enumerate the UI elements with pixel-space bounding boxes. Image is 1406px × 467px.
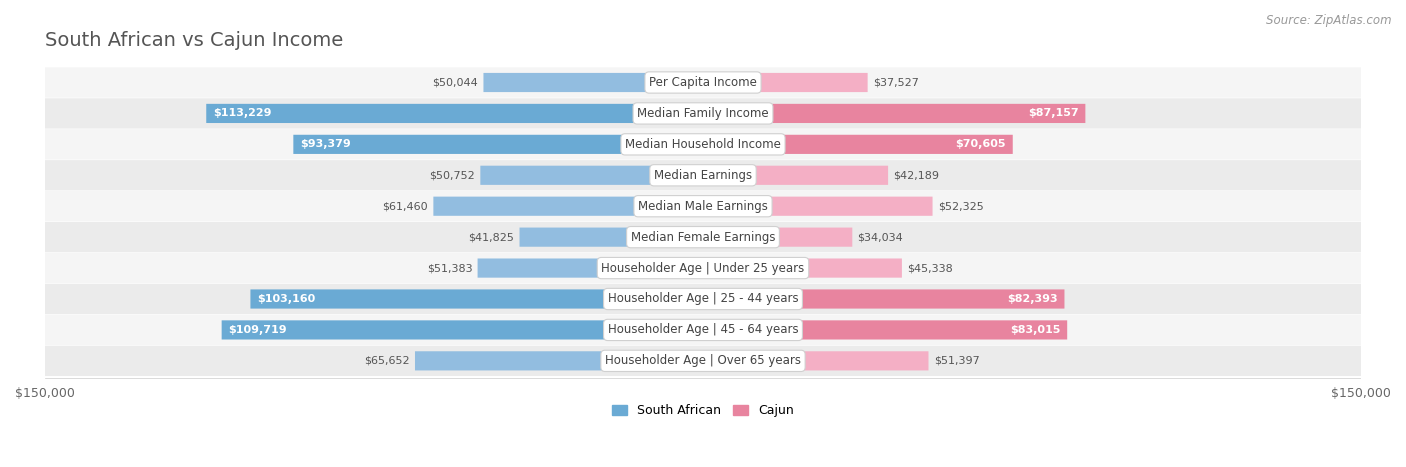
Text: $50,044: $50,044: [433, 78, 478, 87]
FancyBboxPatch shape: [45, 98, 1361, 128]
Text: $50,752: $50,752: [429, 170, 475, 180]
Text: Source: ZipAtlas.com: Source: ZipAtlas.com: [1267, 14, 1392, 27]
Text: $65,652: $65,652: [364, 356, 409, 366]
Text: $42,189: $42,189: [893, 170, 939, 180]
Text: $52,325: $52,325: [938, 201, 984, 211]
FancyBboxPatch shape: [45, 222, 1361, 252]
FancyBboxPatch shape: [478, 258, 703, 278]
Text: $51,383: $51,383: [426, 263, 472, 273]
FancyBboxPatch shape: [45, 284, 1361, 314]
Text: Householder Age | Under 25 years: Householder Age | Under 25 years: [602, 262, 804, 275]
Text: Median Household Income: Median Household Income: [626, 138, 780, 151]
FancyBboxPatch shape: [45, 253, 1361, 283]
Text: $82,393: $82,393: [1007, 294, 1057, 304]
FancyBboxPatch shape: [207, 104, 703, 123]
FancyBboxPatch shape: [222, 320, 703, 340]
FancyBboxPatch shape: [703, 135, 1012, 154]
Text: $34,034: $34,034: [858, 232, 903, 242]
FancyBboxPatch shape: [703, 258, 901, 278]
Legend: South African, Cajun: South African, Cajun: [607, 399, 799, 423]
FancyBboxPatch shape: [703, 290, 1064, 309]
FancyBboxPatch shape: [703, 320, 1067, 340]
Text: Median Earnings: Median Earnings: [654, 169, 752, 182]
Text: $109,719: $109,719: [228, 325, 287, 335]
FancyBboxPatch shape: [703, 104, 1085, 123]
FancyBboxPatch shape: [703, 73, 868, 92]
Text: $51,397: $51,397: [934, 356, 980, 366]
Text: South African vs Cajun Income: South African vs Cajun Income: [45, 31, 343, 50]
FancyBboxPatch shape: [519, 227, 703, 247]
FancyBboxPatch shape: [45, 129, 1361, 160]
FancyBboxPatch shape: [415, 351, 703, 370]
FancyBboxPatch shape: [45, 160, 1361, 191]
Text: $93,379: $93,379: [299, 139, 350, 149]
FancyBboxPatch shape: [45, 315, 1361, 345]
FancyBboxPatch shape: [703, 197, 932, 216]
FancyBboxPatch shape: [703, 166, 889, 185]
Text: $41,825: $41,825: [468, 232, 515, 242]
Text: Per Capita Income: Per Capita Income: [650, 76, 756, 89]
FancyBboxPatch shape: [45, 67, 1361, 98]
FancyBboxPatch shape: [481, 166, 703, 185]
FancyBboxPatch shape: [45, 346, 1361, 376]
Text: $83,015: $83,015: [1011, 325, 1060, 335]
Text: $113,229: $113,229: [212, 108, 271, 119]
FancyBboxPatch shape: [294, 135, 703, 154]
Text: Median Female Earnings: Median Female Earnings: [631, 231, 775, 244]
FancyBboxPatch shape: [484, 73, 703, 92]
Text: Householder Age | Over 65 years: Householder Age | Over 65 years: [605, 354, 801, 368]
Text: $70,605: $70,605: [956, 139, 1007, 149]
Text: $103,160: $103,160: [257, 294, 315, 304]
Text: Householder Age | 45 - 64 years: Householder Age | 45 - 64 years: [607, 324, 799, 336]
Text: $45,338: $45,338: [907, 263, 953, 273]
FancyBboxPatch shape: [703, 351, 928, 370]
Text: $37,527: $37,527: [873, 78, 918, 87]
FancyBboxPatch shape: [45, 191, 1361, 221]
Text: $61,460: $61,460: [382, 201, 427, 211]
Text: $87,157: $87,157: [1028, 108, 1078, 119]
FancyBboxPatch shape: [703, 227, 852, 247]
Text: Householder Age | 25 - 44 years: Householder Age | 25 - 44 years: [607, 292, 799, 305]
Text: Median Family Income: Median Family Income: [637, 107, 769, 120]
Text: Median Male Earnings: Median Male Earnings: [638, 200, 768, 212]
FancyBboxPatch shape: [250, 290, 703, 309]
FancyBboxPatch shape: [433, 197, 703, 216]
